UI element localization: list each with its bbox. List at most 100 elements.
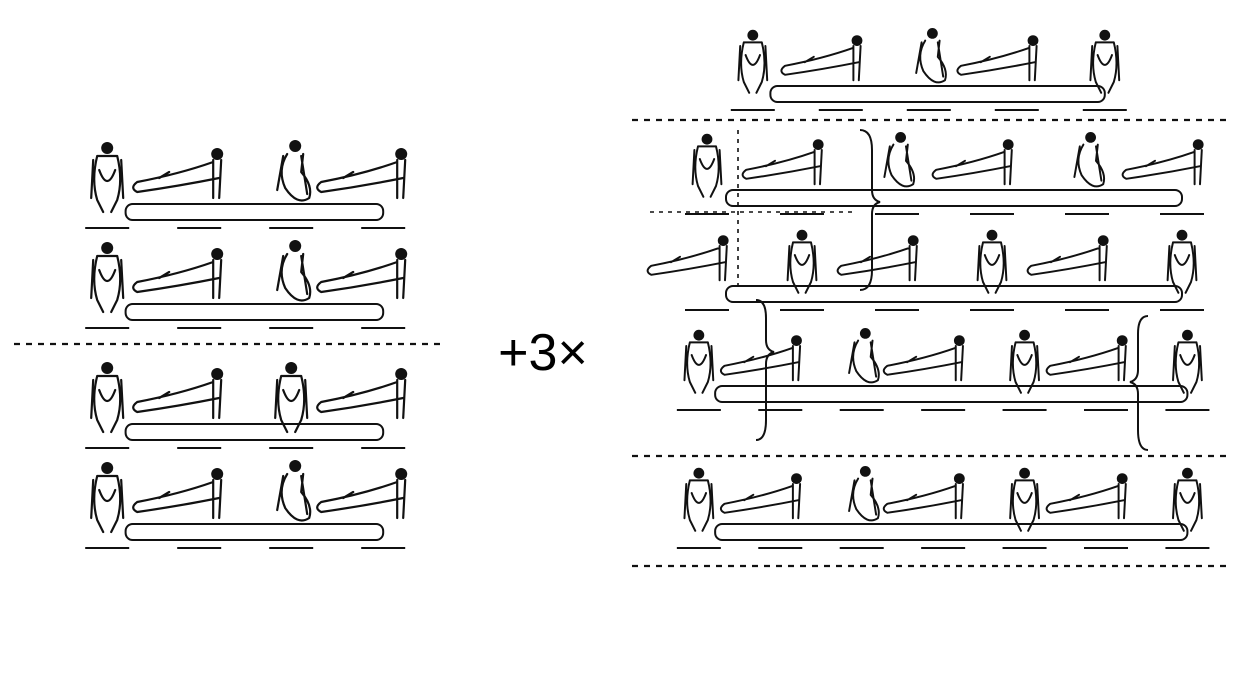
head-icon [791,335,802,346]
head-icon [395,368,408,380]
head-icon [1019,467,1030,479]
gymnast-figure [276,140,312,202]
body-outline [882,483,964,520]
body-outline [786,241,818,294]
gymnast-figure [1045,335,1128,382]
pommel-horse [714,385,1189,403]
gymnast-figure [848,466,880,522]
head-icon [859,466,871,477]
gymnast-figure [316,368,408,420]
gymnast-figure [1045,473,1128,520]
gymnast-figure [719,335,802,382]
brace-left [1129,315,1149,451]
head-icon [701,133,713,145]
body-outline [316,158,407,200]
body-outline [1073,143,1106,188]
right-row [646,229,1204,311]
head-icon [289,460,302,472]
body-outline [931,149,1013,186]
body-outline [1172,479,1203,532]
left-row [85,362,408,449]
head-icon [1085,132,1096,143]
head-icon [791,473,802,484]
pommel-horse [725,285,1183,303]
right-row [676,328,1210,411]
gymnast-figure [132,368,224,420]
body-outline [1026,245,1108,282]
head-icon [289,240,302,252]
brace-right [755,299,775,441]
pommel-horse [714,523,1189,541]
body-outline [1172,341,1203,394]
head-icon [1097,235,1109,246]
left-row [85,460,408,549]
head-icon [1002,139,1014,150]
right-row [685,132,1204,215]
pommel-horse [124,523,385,541]
gymnast-figure [836,235,919,282]
head-icon [1027,35,1039,46]
head-icon [953,473,965,484]
right-row [730,27,1127,111]
gymnast-figure [90,242,125,314]
body-outline [274,374,309,434]
body-outline [719,345,802,382]
gymnast-figure [1166,229,1198,294]
body-outline [276,472,312,522]
body-outline [90,154,125,214]
gymnast-figure [931,139,1014,186]
body-outline [1089,41,1121,94]
pommel-horse [124,203,385,221]
head-icon [851,35,863,46]
pommel-horse [124,423,385,441]
gymnast-figure [276,240,312,302]
body-outline [883,143,916,188]
body-outline [90,254,125,314]
head-icon [211,468,224,480]
head-icon [717,235,729,246]
body-outline [1009,479,1040,532]
gymnast-figure [316,148,408,200]
body-outline [1121,149,1203,186]
body-outline [276,152,312,202]
head-icon [211,148,224,160]
left-sequence-diagram [14,140,446,549]
gymnast-figure [132,148,224,200]
body-outline [741,149,823,186]
gymnast-figure [1172,467,1203,532]
pommel-horse [124,303,385,321]
gymnast-figure [90,362,125,434]
head-icon [1116,473,1128,484]
head-icon [289,140,302,152]
body-outline [683,341,715,394]
head-icon [101,462,114,474]
head-icon [101,142,114,154]
body-outline [915,39,947,84]
body-outline [976,241,1008,294]
head-icon [895,132,906,143]
body-outline [132,478,223,520]
gymnast-figure [1009,329,1040,394]
body-outline [691,145,723,198]
gymnast-figure [741,139,824,186]
pommel-horse [769,85,1106,103]
brace-right [859,129,881,291]
gymnast-figure [848,328,880,384]
right-sequence-diagram [632,27,1226,568]
body-outline [780,45,862,82]
body-outline [132,378,223,420]
right-sequence-panel [620,0,1258,692]
head-icon [747,29,759,41]
head-icon [395,468,408,480]
gymnast-figure [90,142,125,214]
head-icon [1099,29,1111,41]
gymnast-figure [1172,329,1203,394]
head-icon [1116,335,1128,346]
head-icon [1182,329,1193,341]
gymnast-figure [1026,235,1109,282]
gymnast-figure [646,235,729,282]
body-outline [316,258,407,300]
body-outline [719,483,802,520]
head-icon [395,148,408,160]
gymnast-figure [90,462,125,534]
